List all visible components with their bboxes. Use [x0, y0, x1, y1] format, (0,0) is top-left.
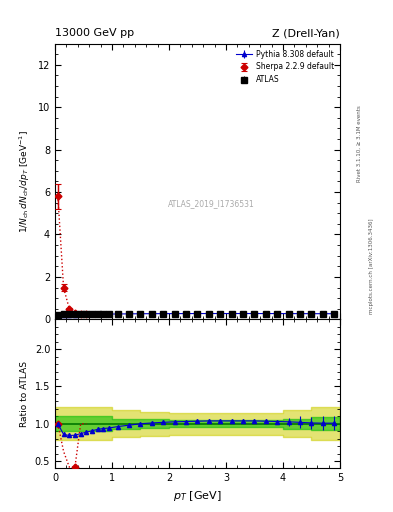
X-axis label: $p_T$ [GeV]: $p_T$ [GeV]: [173, 489, 222, 503]
Legend: Pythia 8.308 default, Sherpa 2.2.9 default, ATLAS: Pythia 8.308 default, Sherpa 2.2.9 defau…: [234, 47, 336, 87]
Text: mcplots.cern.ch [arXiv:1306.3436]: mcplots.cern.ch [arXiv:1306.3436]: [369, 219, 374, 314]
Y-axis label: Ratio to ATLAS: Ratio to ATLAS: [20, 361, 29, 427]
Text: 13000 GeV pp: 13000 GeV pp: [55, 28, 134, 38]
Text: Rivet 3.1.10, ≥ 3.1M events: Rivet 3.1.10, ≥ 3.1M events: [357, 105, 362, 182]
Text: Z (Drell-Yan): Z (Drell-Yan): [272, 28, 340, 38]
Y-axis label: $1/N_\mathrm{ch}\,dN_\mathrm{ch}/dp_T$ [GeV$^{-1}$]: $1/N_\mathrm{ch}\,dN_\mathrm{ch}/dp_T$ […: [18, 130, 32, 233]
Text: ATLAS_2019_I1736531: ATLAS_2019_I1736531: [168, 199, 255, 208]
